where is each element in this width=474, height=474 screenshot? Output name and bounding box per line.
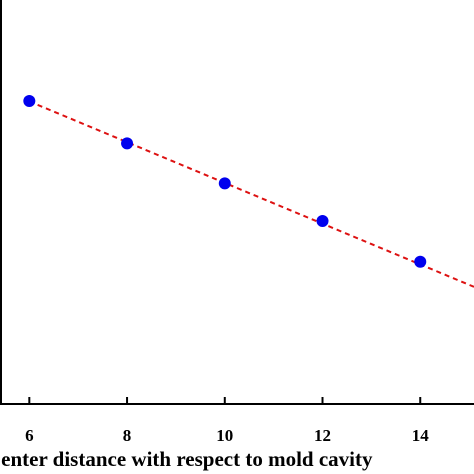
data-point	[414, 255, 427, 268]
fit-line-layer	[28, 100, 474, 288]
x-tick-label: 8	[123, 426, 132, 445]
x-tick-label: 14	[412, 426, 430, 445]
x-axis-title: Center distance with respect to mold cav…	[0, 447, 373, 471]
data-point	[316, 214, 329, 227]
x-tick-label: 10	[216, 426, 233, 445]
x-tick-label: 6	[25, 426, 34, 445]
data-point	[218, 177, 231, 190]
fit-line	[28, 100, 474, 288]
data-point	[23, 95, 36, 107]
data-point	[121, 137, 134, 150]
data-points-layer	[23, 95, 427, 268]
x-tick-label: 12	[314, 426, 331, 445]
plot-area	[0, 0, 474, 405]
x-ticks-layer: 6 8 10 12 14	[25, 397, 429, 445]
